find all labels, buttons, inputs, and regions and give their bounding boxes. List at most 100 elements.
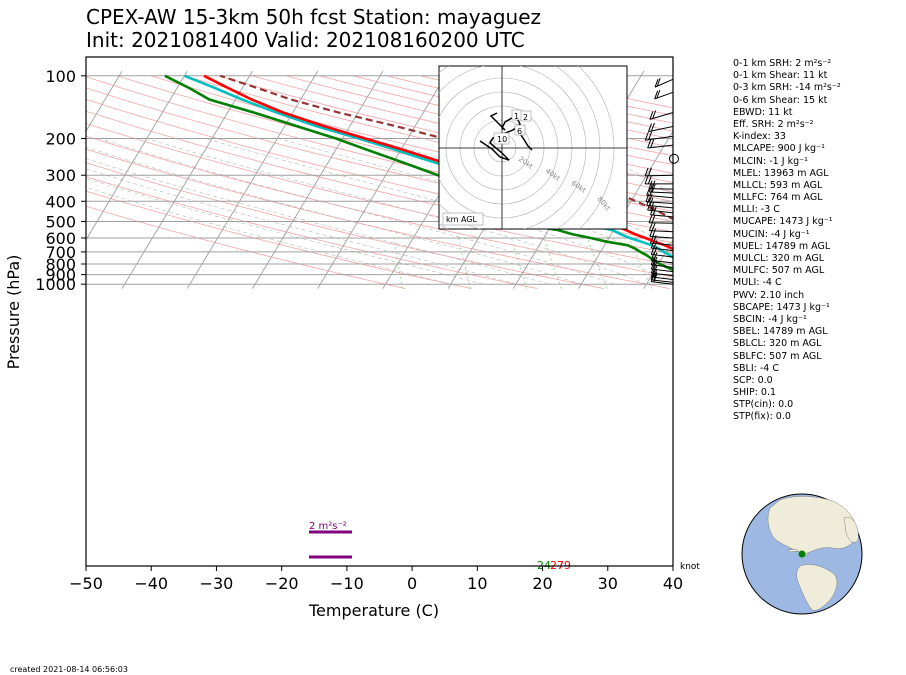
chart-title: CPEX-AW 15-3km 50h fcst Station: mayague… xyxy=(86,5,542,29)
hodo-height-1: 1 xyxy=(514,112,519,121)
srh-label: 2 m²s⁻² xyxy=(309,521,347,532)
profile-line xyxy=(184,74,673,260)
x-tick-label: −50 xyxy=(69,574,103,593)
wind-barb-flag xyxy=(649,228,654,237)
wind-barb-flag xyxy=(649,111,654,120)
index-line: SBLCL: 320 m AGL xyxy=(733,338,822,350)
calm-wind-marker xyxy=(669,153,679,164)
index-line: K-index: 33 xyxy=(733,131,786,143)
wind-barb-shaft xyxy=(651,264,674,268)
y-tick-label: 100 xyxy=(45,67,76,86)
wind-barb-shaft xyxy=(649,222,674,224)
y-tick-label: 700 xyxy=(45,243,76,262)
wind-barb-flag xyxy=(647,167,652,176)
index-line: MLCIN: -1 J kg⁻¹ xyxy=(733,155,808,167)
hodo-units-label: km AGL xyxy=(446,215,478,224)
created-timestamp: created 2021-08-14 06:56:03 xyxy=(10,665,128,674)
wind-barb-flag xyxy=(650,264,655,274)
x-tick-label: 30 xyxy=(598,574,618,593)
hodo-height-6: 6 xyxy=(517,127,522,136)
y-tick-label: 600 xyxy=(45,229,76,248)
north-america-shape xyxy=(767,496,857,555)
wind-barb-flag xyxy=(653,271,658,281)
x-tick-label: −40 xyxy=(134,574,168,593)
dry-adiabat xyxy=(86,76,673,222)
index-line: SBLI: -4 C xyxy=(733,362,779,374)
wind-barb-flag xyxy=(650,268,655,278)
wind-barb-flag xyxy=(644,132,649,141)
index-line: MUCIN: -4 J kg⁻¹ xyxy=(733,228,810,240)
mixing-ratio-line xyxy=(393,237,403,289)
wind-barb-flag xyxy=(650,260,655,270)
dry-adiabat xyxy=(86,148,670,289)
hodo-height-10: 10 xyxy=(497,135,507,144)
wind-barb-flag xyxy=(648,131,653,140)
wind-barb-flag xyxy=(647,139,652,149)
stability-indices: 0-1 km SRH: 2 m²s⁻² 0-1 km Shear: 11 kt 0-… xyxy=(733,58,841,424)
moist-adiabat xyxy=(568,138,673,195)
plot-frame xyxy=(85,56,674,567)
wind-barb-shaft xyxy=(651,281,674,285)
index-line: STP(cin): 0.0 xyxy=(733,399,794,411)
mixing-ratio-line xyxy=(543,237,562,289)
index-line: 0-3 km SRH: -14 m²s⁻² xyxy=(733,82,841,94)
y-tick-label: 500 xyxy=(45,212,76,231)
wind-barb-flag xyxy=(649,197,654,206)
wind-barb-flag xyxy=(654,90,659,100)
y-tick-label: 800 xyxy=(45,255,76,274)
index-line: SBCIN: -4 J kg⁻¹ xyxy=(733,313,807,325)
wind-barb-shaft xyxy=(649,112,674,120)
hodo-height-2: 2 xyxy=(523,113,528,122)
wind-barb-flag xyxy=(649,206,654,215)
profile-line xyxy=(203,74,673,251)
index-line: 0-6 km Shear: 15 kt xyxy=(733,94,828,106)
wind-barb-flag xyxy=(649,234,654,244)
dry-adiabat xyxy=(285,75,673,165)
wind-barb-flag xyxy=(651,183,656,193)
index-line: MLLI: -3 C xyxy=(733,204,780,216)
wind-barb-flag xyxy=(644,167,649,177)
wind-barb-flag xyxy=(656,78,661,87)
index-line: MLLFC: 764 m AGL xyxy=(733,192,823,204)
wind-barb-flag xyxy=(651,180,656,189)
wind-barb-flag xyxy=(647,175,652,185)
wind-barb-flag xyxy=(650,246,655,255)
wind-barb-flag xyxy=(648,183,653,193)
y-tick-label: 400 xyxy=(45,192,76,211)
index-line: MLLCL: 593 m AGL xyxy=(733,179,823,191)
wind-barb-flag xyxy=(651,214,656,223)
wind-barb-flag xyxy=(648,222,653,231)
wind-barb-flag xyxy=(650,139,655,148)
index-line: MLEL: 13963 m AGL xyxy=(733,167,829,179)
x-axis-label: Temperature (C) xyxy=(308,601,439,620)
wind-barb-flag xyxy=(653,252,658,261)
greenland-shape xyxy=(843,517,859,543)
dry-adiabat xyxy=(86,98,673,244)
mixing-ratio-line xyxy=(694,238,721,289)
wind-barb-shaft xyxy=(649,235,674,239)
wind-barb-flag xyxy=(650,202,655,211)
wind-barb-flag xyxy=(646,197,651,206)
isotherm xyxy=(86,70,188,241)
wind-barb-flag xyxy=(654,78,659,88)
wind-unit-label: knot xyxy=(680,562,700,572)
wind-barb-shaft xyxy=(645,135,674,141)
south-america-shape xyxy=(796,564,838,611)
index-line: STP(fix): 0.0 xyxy=(733,411,791,423)
wind-barb-shaft xyxy=(651,259,674,264)
wind-barb-flag xyxy=(650,252,655,261)
mixing-ratio-line xyxy=(511,237,528,289)
wind-barb-shaft xyxy=(646,204,674,209)
index-line: 0-1 km Shear: 11 kt xyxy=(733,70,828,82)
wind-barb-flag xyxy=(653,273,658,283)
wind-barb-flag xyxy=(648,193,653,203)
x-tick-label: 20 xyxy=(532,574,552,593)
wind-barb-flag xyxy=(653,269,658,278)
index-line: MLCAPE: 900 J kg⁻¹ xyxy=(733,143,825,155)
profile-line xyxy=(164,74,673,272)
index-line: MULCL: 320 m AGL xyxy=(733,253,825,264)
wind-barb-shaft xyxy=(649,191,674,194)
isotherm xyxy=(839,71,906,288)
mixing-ratio-line xyxy=(458,237,471,289)
wind-barb-flag xyxy=(648,214,653,223)
